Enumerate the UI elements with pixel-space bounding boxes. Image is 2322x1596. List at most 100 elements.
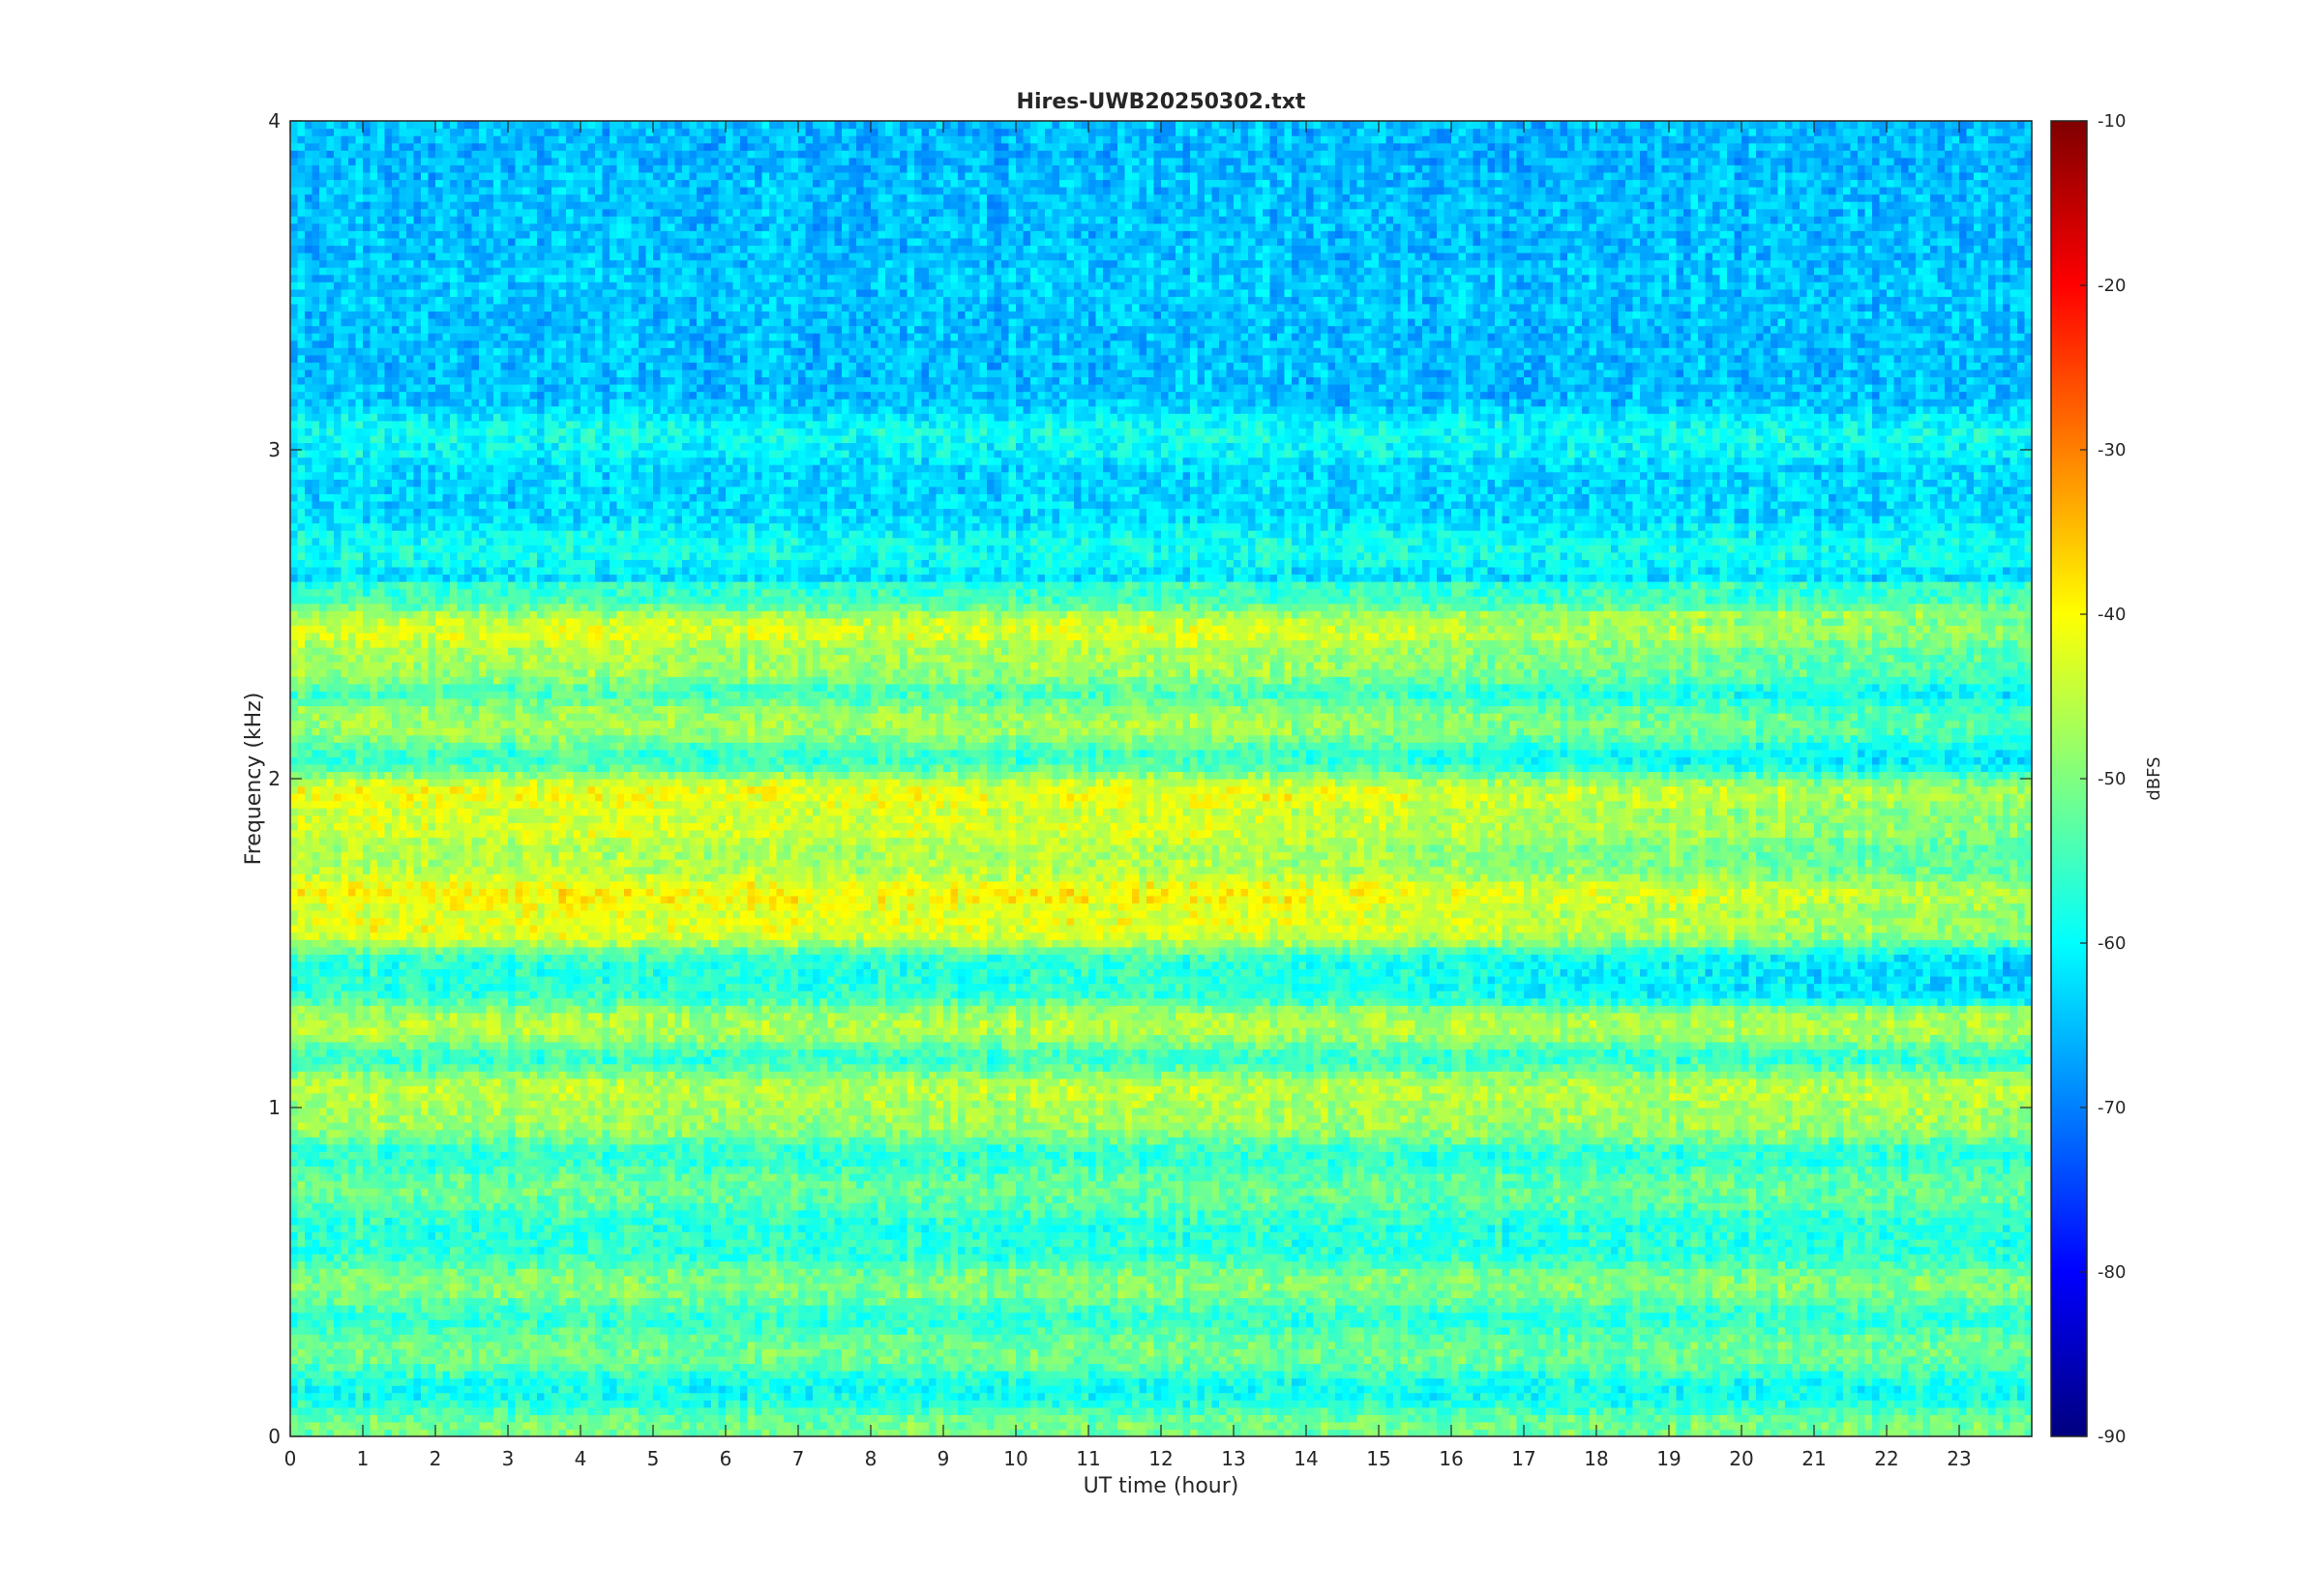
spectrogram-cell (1553, 1334, 1562, 1343)
spectrogram-cell (1037, 1312, 1046, 1320)
spectrogram-cell (784, 1319, 792, 1328)
spectrogram-cell (319, 1297, 328, 1306)
spectrogram-cell (740, 1341, 749, 1349)
spectrogram-cell (442, 1421, 451, 1431)
spectrogram-cell (1074, 1406, 1083, 1415)
spectrogram-cell (1364, 1334, 1373, 1343)
spectrogram-cell (1408, 1385, 1416, 1394)
spectrogram-cell (769, 1400, 778, 1408)
spectrogram-cell (1495, 1371, 1503, 1379)
spectrogram-cell (747, 1363, 756, 1372)
spectrogram-cell (1937, 1355, 1946, 1365)
spectrogram-cell (1647, 1334, 1655, 1343)
spectrogram-cell (703, 1421, 712, 1431)
spectrogram-cell (1916, 1377, 1924, 1386)
spectrogram-cell (450, 1414, 459, 1423)
spectrogram-cell (384, 1348, 393, 1357)
spectrogram-cell (1146, 1283, 1155, 1291)
spectrogram-cell (1414, 1305, 1423, 1314)
spectrogram-cell (1640, 1334, 1649, 1343)
spectrogram-cell (566, 1341, 575, 1349)
spectrogram-cell (878, 1319, 886, 1328)
spectrogram-cell (1661, 1392, 1670, 1401)
spectrogram-cell (1182, 1363, 1191, 1372)
spectrogram-cell (442, 1429, 451, 1437)
spectrogram-cell (1538, 1392, 1547, 1401)
spectrogram-cell (1379, 1341, 1387, 1349)
spectrogram-cell (631, 1297, 640, 1306)
spectrogram-cell (1277, 1429, 1286, 1437)
spectrogram-cell (1124, 1377, 1133, 1386)
spectrogram-cell (2017, 1305, 2026, 1314)
spectrogram-cell (544, 1392, 552, 1401)
spectrogram-cell (1661, 1406, 1670, 1415)
spectrogram-cell (987, 1348, 996, 1357)
spectrogram-cell (1545, 1312, 1554, 1320)
spectrogram-cell (587, 1326, 596, 1335)
spectrogram-cell (1429, 1283, 1438, 1291)
spectrogram-cell (631, 1348, 640, 1357)
spectrogram-cell (1037, 1319, 1046, 1328)
spectrogram-cell (842, 1319, 850, 1328)
spectrogram-cell (1444, 1385, 1452, 1394)
spectrogram-cell (1255, 1305, 1264, 1314)
spectrogram-cell (1814, 1392, 1823, 1401)
spectrogram-cell (936, 1406, 944, 1415)
spectrogram-cell (435, 1283, 444, 1291)
spectrogram-cell (1777, 1348, 1786, 1357)
spectrogram-cell (1066, 1421, 1075, 1431)
spectrogram-cell (1255, 1334, 1264, 1343)
spectrogram-cell (1052, 1371, 1060, 1379)
spectrogram-cell (892, 1334, 901, 1343)
spectrogram-cell (1153, 1392, 1162, 1401)
spectrogram-cell (1400, 1297, 1409, 1306)
spectrogram-cell (914, 1392, 923, 1401)
spectrogram-cell (428, 1326, 436, 1335)
spectrogram-cell (929, 1392, 938, 1401)
spectrogram-cell (813, 1429, 821, 1437)
spectrogram-cell (1988, 1289, 1997, 1299)
spectrogram-cell (631, 1326, 640, 1335)
spectrogram-cell (1444, 1319, 1452, 1328)
spectrogram-cell (1916, 1334, 1924, 1343)
spectrogram-cell (1240, 1400, 1249, 1408)
spectrogram-cell (907, 1414, 915, 1423)
spectrogram-cell (1458, 1312, 1467, 1320)
spectrogram-cell (1524, 1326, 1533, 1335)
spectrogram-cell (1016, 1429, 1025, 1437)
spectrogram-cell (1473, 1312, 1481, 1320)
spectrogram-cell (1234, 1289, 1242, 1299)
spectrogram-cell (798, 1406, 807, 1415)
spectrogram-cell (1480, 1312, 1489, 1320)
spectrogram-cell (1263, 1326, 1271, 1335)
spectrogram-cell (863, 1363, 872, 1372)
spectrogram-cell (1074, 1414, 1083, 1423)
spectrogram-cell (377, 1297, 386, 1306)
spectrogram-cell (994, 1297, 1002, 1306)
spectrogram-cell (1966, 1429, 1975, 1437)
spectrogram-cell (1806, 1334, 1815, 1343)
spectrogram-cell (1153, 1283, 1162, 1291)
spectrogram-cell (435, 1334, 444, 1343)
spectrogram-cell (871, 1355, 879, 1365)
spectrogram-cell (1777, 1414, 1786, 1423)
spectrogram-cell (312, 1283, 320, 1291)
spectrogram-cell (602, 1406, 610, 1415)
spectrogram-cell (1618, 1305, 1626, 1314)
spectrogram-cell (827, 1305, 836, 1314)
spectrogram-cell (1843, 1377, 1852, 1386)
spectrogram-cell (1487, 1363, 1496, 1372)
spectrogram-cell (464, 1377, 473, 1386)
spectrogram-cell (1074, 1355, 1083, 1365)
spectrogram-cell (573, 1421, 581, 1431)
spectrogram-cell (718, 1312, 727, 1320)
spectrogram-cell (551, 1326, 560, 1335)
spectrogram-cell (1974, 1414, 1982, 1423)
spectrogram-cell (1756, 1312, 1765, 1320)
spectrogram-cell (1538, 1305, 1547, 1314)
spectrogram-cell (885, 1377, 894, 1386)
spectrogram-cell (1806, 1312, 1815, 1320)
spectrogram-cell (544, 1421, 552, 1431)
spectrogram-cell (1030, 1371, 1039, 1379)
spectrogram-cell (1618, 1429, 1626, 1437)
